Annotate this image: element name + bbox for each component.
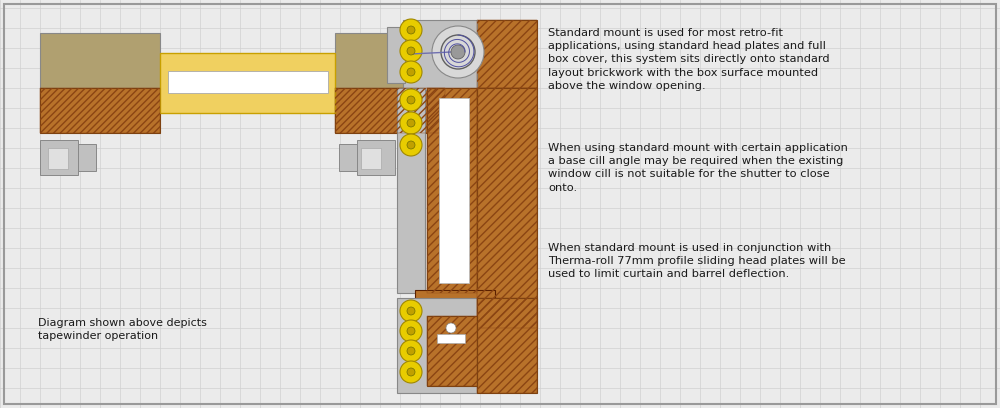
Circle shape [407, 96, 415, 104]
Bar [397, 88, 425, 293]
Circle shape [400, 340, 422, 362]
Circle shape [451, 45, 465, 59]
Bar [48, 148, 68, 169]
Bar [361, 148, 381, 169]
Circle shape [400, 112, 422, 134]
Circle shape [407, 119, 415, 127]
Bar [427, 316, 477, 386]
Bar [335, 33, 445, 88]
Bar [427, 88, 477, 293]
Bar [78, 144, 96, 171]
Bar [335, 88, 445, 133]
Circle shape [407, 307, 415, 315]
Circle shape [407, 47, 415, 55]
Circle shape [400, 300, 422, 322]
Bar [477, 20, 537, 88]
Circle shape [446, 323, 456, 333]
Bar [397, 298, 477, 393]
Text: When using standard mount with certain application
a base cill angle may be requ: When using standard mount with certain a… [548, 143, 848, 193]
Bar [477, 298, 537, 393]
Bar [427, 88, 477, 293]
Bar [437, 334, 465, 343]
Bar [168, 71, 328, 93]
Circle shape [432, 26, 484, 78]
Bar [403, 20, 477, 90]
Text: Standard mount is used for most retro-fit
applications, using standard head plat: Standard mount is used for most retro-fi… [548, 28, 830, 91]
Bar [439, 98, 469, 283]
Text: Diagram shown above depicts
tapewinder operation: Diagram shown above depicts tapewinder o… [38, 318, 207, 341]
Circle shape [400, 89, 422, 111]
Bar [477, 88, 537, 328]
Bar [477, 20, 537, 88]
Bar [427, 316, 477, 386]
Circle shape [400, 40, 422, 62]
Bar [339, 144, 357, 171]
Bar [40, 88, 160, 133]
Circle shape [407, 26, 415, 34]
Bar [40, 33, 160, 88]
Circle shape [407, 141, 415, 149]
Circle shape [400, 61, 422, 83]
Circle shape [407, 347, 415, 355]
Circle shape [400, 19, 422, 41]
Text: When standard mount is used in conjunction with
Therma-roll 77mm profile sliding: When standard mount is used in conjuncti… [548, 243, 846, 279]
Circle shape [407, 368, 415, 376]
Circle shape [400, 361, 422, 383]
Bar [40, 88, 160, 133]
Circle shape [407, 68, 415, 76]
Bar [387, 27, 405, 83]
Bar [335, 88, 445, 133]
Bar [40, 140, 78, 175]
Bar [415, 290, 495, 300]
Bar [477, 88, 537, 328]
Circle shape [407, 327, 415, 335]
Bar [477, 298, 537, 393]
Circle shape [400, 134, 422, 156]
Circle shape [400, 320, 422, 342]
Bar [160, 53, 335, 113]
Bar [357, 140, 395, 175]
